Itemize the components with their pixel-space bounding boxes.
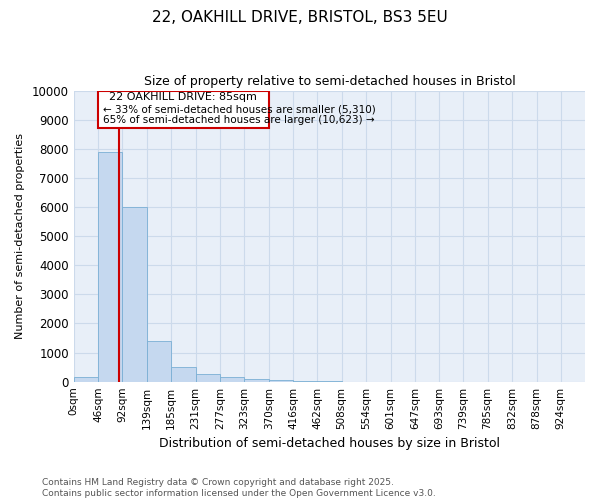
Bar — [293, 381, 317, 382]
Text: Contains HM Land Registry data © Crown copyright and database right 2025.
Contai: Contains HM Land Registry data © Crown c… — [42, 478, 436, 498]
Y-axis label: Number of semi-detached properties: Number of semi-detached properties — [15, 133, 25, 339]
Text: 22, OAKHILL DRIVE, BRISTOL, BS3 5EU: 22, OAKHILL DRIVE, BRISTOL, BS3 5EU — [152, 10, 448, 25]
Bar — [172, 367, 196, 382]
Bar — [98, 152, 122, 382]
Bar — [196, 374, 220, 382]
Title: Size of property relative to semi-detached houses in Bristol: Size of property relative to semi-detach… — [143, 75, 515, 88]
Text: ← 33% of semi-detached houses are smaller (5,310): ← 33% of semi-detached houses are smalle… — [103, 105, 376, 115]
Bar — [122, 207, 147, 382]
Bar — [98, 90, 269, 128]
Bar — [220, 378, 244, 382]
X-axis label: Distribution of semi-detached houses by size in Bristol: Distribution of semi-detached houses by … — [159, 437, 500, 450]
Bar — [147, 341, 172, 382]
Bar — [244, 379, 269, 382]
Bar — [269, 380, 293, 382]
Text: 65% of semi-detached houses are larger (10,623) →: 65% of semi-detached houses are larger (… — [103, 114, 375, 124]
Text: 22 OAKHILL DRIVE: 85sqm: 22 OAKHILL DRIVE: 85sqm — [109, 92, 257, 102]
Bar — [74, 378, 98, 382]
